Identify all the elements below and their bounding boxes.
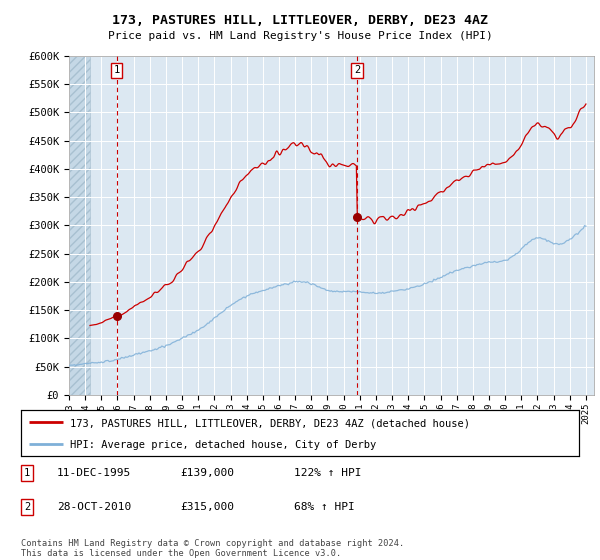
Text: 122% ↑ HPI: 122% ↑ HPI (294, 468, 361, 478)
Text: 2: 2 (24, 502, 30, 512)
Text: £315,000: £315,000 (180, 502, 234, 512)
Text: 173, PASTURES HILL, LITTLEOVER, DERBY, DE23 4AZ (detached house): 173, PASTURES HILL, LITTLEOVER, DERBY, D… (70, 418, 470, 428)
Text: 1: 1 (113, 65, 120, 75)
Text: 11-DEC-1995: 11-DEC-1995 (57, 468, 131, 478)
Text: Contains HM Land Registry data © Crown copyright and database right 2024.
This d: Contains HM Land Registry data © Crown c… (21, 539, 404, 558)
Bar (69, 56, 90, 395)
Text: £139,000: £139,000 (180, 468, 234, 478)
Text: 2: 2 (354, 65, 360, 75)
Text: Price paid vs. HM Land Registry's House Price Index (HPI): Price paid vs. HM Land Registry's House … (107, 31, 493, 41)
Text: 68% ↑ HPI: 68% ↑ HPI (294, 502, 355, 512)
Text: 28-OCT-2010: 28-OCT-2010 (57, 502, 131, 512)
Text: HPI: Average price, detached house, City of Derby: HPI: Average price, detached house, City… (70, 440, 376, 450)
Text: 173, PASTURES HILL, LITTLEOVER, DERBY, DE23 4AZ: 173, PASTURES HILL, LITTLEOVER, DERBY, D… (112, 14, 488, 27)
Text: 1: 1 (24, 468, 30, 478)
